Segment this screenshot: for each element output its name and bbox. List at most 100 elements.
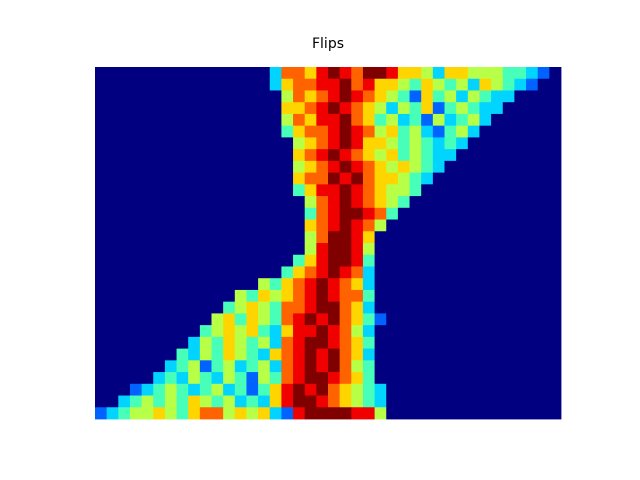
heatmap-cell [106, 395, 119, 408]
heatmap-cell [188, 289, 201, 303]
heatmap-cell [281, 395, 294, 408]
heatmap-cell [129, 102, 142, 115]
heatmap-cell [176, 266, 189, 279]
heatmap-cell [199, 196, 212, 209]
heatmap-cell [141, 90, 154, 103]
heatmap-cell [409, 360, 422, 373]
heatmap-cell [316, 78, 329, 91]
heatmap-cell [188, 67, 201, 80]
heatmap-cell [106, 125, 119, 138]
heatmap-cell [293, 172, 306, 185]
heatmap-cell [514, 289, 527, 303]
heatmap-cell [304, 278, 317, 291]
heatmap-cell [456, 90, 469, 103]
heatmap-cell [351, 90, 364, 103]
heatmap-cell [141, 113, 154, 127]
heatmap-cell [211, 289, 224, 303]
heatmap-cell [328, 407, 341, 420]
heatmap-cell [386, 278, 399, 291]
heatmap-cell [188, 137, 201, 150]
heatmap-cell [397, 149, 410, 162]
heatmap-cell [397, 407, 410, 420]
heatmap-cell [234, 336, 247, 349]
heatmap-cell [211, 325, 224, 338]
heatmap-cell [549, 160, 562, 173]
heatmap-cell [386, 407, 399, 420]
heatmap-cell [328, 360, 341, 373]
heatmap-cell [432, 160, 445, 173]
heatmap-cell [549, 207, 562, 220]
heatmap-cell [491, 90, 504, 103]
heatmap-cell [432, 90, 445, 103]
heatmap-cell [421, 243, 434, 256]
heatmap-cell [491, 207, 504, 220]
heatmap-cell [304, 313, 317, 326]
heatmap-cell [176, 67, 189, 80]
heatmap-cell [234, 372, 247, 385]
heatmap-cell [293, 196, 306, 209]
heatmap-cell [386, 90, 399, 103]
heatmap-cell [351, 266, 364, 279]
heatmap-cell [479, 407, 492, 420]
heatmap-cell [304, 113, 317, 127]
heatmap-cell [223, 102, 236, 115]
heatmap-cell [95, 395, 108, 408]
heatmap-cell [246, 78, 259, 91]
heatmap-cell [223, 90, 236, 103]
heatmap-cell [421, 231, 434, 244]
heatmap-cell [502, 184, 515, 197]
heatmap-cell [258, 196, 271, 209]
heatmap-cell [223, 336, 236, 349]
heatmap-cell [118, 243, 131, 256]
heatmap-cell [223, 172, 236, 185]
heatmap-cell [351, 207, 364, 220]
heatmap-cell [351, 325, 364, 338]
heatmap-cell [456, 207, 469, 220]
heatmap-cell [293, 149, 306, 162]
heatmap-cell [409, 289, 422, 303]
heatmap-cell [514, 137, 527, 150]
heatmap-cell [118, 137, 131, 150]
heatmap-cell [153, 407, 166, 420]
heatmap-cell [188, 90, 201, 103]
heatmap-cell [199, 90, 212, 103]
heatmap-cell [316, 90, 329, 103]
heatmap-cell [549, 137, 562, 150]
heatmap-cell [176, 325, 189, 338]
heatmap-cell [153, 336, 166, 349]
heatmap-cell [444, 243, 457, 256]
heatmap-cell [234, 137, 247, 150]
heatmap-cell [491, 395, 504, 408]
heatmap-cell [514, 207, 527, 220]
heatmap-cell [362, 137, 375, 150]
heatmap-cell [211, 313, 224, 326]
heatmap-cell [188, 207, 201, 220]
heatmap-cell [491, 243, 504, 256]
heatmap-cell [106, 67, 119, 80]
heatmap-cell [211, 254, 224, 267]
heatmap-cell [304, 160, 317, 173]
heatmap-cell [246, 149, 259, 162]
heatmap-cell [95, 137, 108, 150]
heatmap-cell [258, 78, 271, 91]
heatmap-cell [304, 289, 317, 303]
heatmap-cell [409, 348, 422, 361]
heatmap-cell [141, 325, 154, 338]
heatmap-cell [199, 125, 212, 138]
heatmap-cell [269, 301, 282, 314]
heatmap-cell [293, 207, 306, 220]
heatmap-cell [397, 219, 410, 232]
heatmap-cell [153, 219, 166, 232]
heatmap-cell [421, 67, 434, 80]
heatmap-cell [432, 196, 445, 209]
heatmap-cell [444, 348, 457, 361]
heatmap-cell [479, 125, 492, 138]
heatmap-cell [444, 325, 457, 338]
heatmap-cell [537, 254, 550, 267]
heatmap-cell [269, 360, 282, 373]
heatmap-cell [118, 90, 131, 103]
heatmap-cell [351, 395, 364, 408]
heatmap-cell [491, 184, 504, 197]
heatmap-cell [432, 231, 445, 244]
